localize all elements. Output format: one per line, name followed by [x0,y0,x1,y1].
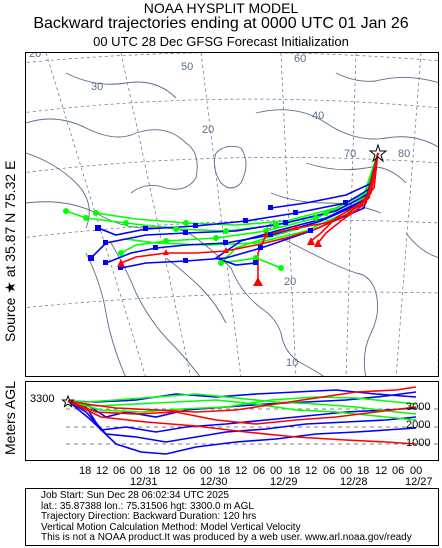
lon-label: 80 [398,148,410,160]
time-tick: 00 [130,465,143,477]
date-label: 12/30 [200,476,228,488]
profile-svg [61,386,438,455]
time-tick: 00 [200,465,213,477]
time-tick: 06 [253,465,266,477]
time-tick: 12 [96,465,109,477]
time-tick: 12 [165,465,178,477]
lon-label: 20 [202,124,214,136]
time-tick: 00 [270,465,283,477]
lat-label: 20 [29,53,41,60]
lon-label: 70 [344,148,356,160]
height-tick: 1000 [406,437,431,449]
lat-label: 30 [91,81,103,93]
lat-label: 60 [294,53,306,65]
time-tick: 18 [288,465,301,477]
time-tick: 06 [392,465,405,477]
profile-axis-label: Meters AGL [2,381,18,455]
time-tick: 18 [148,465,161,477]
time-tick: 00 [410,465,423,477]
time-tick: 00 [340,465,353,477]
coastlines [26,72,438,376]
map-svg: 20 30 50 60 40 70 80 20 30 20 10 [26,53,438,376]
star-icon [61,394,75,408]
start-height-label: 3300 [30,393,55,405]
height-tick: 3000 [406,401,431,413]
trajectory-title: Backward trajectories ending at 0000 UTC… [33,15,409,32]
date-label: 12/27 [405,476,433,488]
lat-label: 50 [181,61,193,73]
time-tick: 18 [357,465,370,477]
time-tick: 06 [323,465,336,477]
date-label: 12/29 [270,476,298,488]
trajectory-markers [63,143,388,286]
height-tick: 2000 [406,419,431,431]
date-label: 12/31 [130,476,158,488]
time-tick: 18 [218,465,231,477]
disclaimer: This is not a NOAA product.It was produc… [41,532,412,543]
trajectory-map: 20 30 50 60 40 70 80 20 30 20 10 [25,52,439,377]
job-info: Job Start: Sun Dec 28 06:02:34 UTC 2025 … [25,488,439,546]
star-icon [368,143,388,163]
time-tick: 18 [79,465,92,477]
time-tick: 12 [305,465,318,477]
vertical-profile [25,381,439,461]
lat-label: 40 [312,110,324,122]
trajectory-direction: Trajectory Direction: Backward Duration:… [41,511,257,522]
date-label: 12/28 [340,476,368,488]
job-location: lat.: 35.87388 lon.: 75.31506 hgt: 3300.… [41,500,254,512]
lat-label: 10 [286,357,298,369]
time-tick: 06 [113,465,126,477]
time-tick: 06 [183,465,196,477]
time-tick: 12 [235,465,248,477]
grid-labels: 20 30 50 60 40 70 80 20 30 20 10 [29,53,410,369]
graticule [26,53,438,376]
vertical-motion-method: Vertical Motion Calculation Method: Mode… [41,521,301,533]
model-title: NOAA HYSPLIT MODEL [143,0,299,16]
job-start: Job Start: Sun Dec 28 06:02:34 UTC 2025 [41,490,229,501]
forecast-subtitle: 00 UTC 28 Dec GFSG Forecast Initializati… [93,34,349,49]
source-location-label: Source ★ at 35.87 N 75.32 E [2,160,18,342]
time-tick: 12 [375,465,388,477]
lat-label: 20 [284,276,296,288]
trajectory-lines [65,152,379,281]
